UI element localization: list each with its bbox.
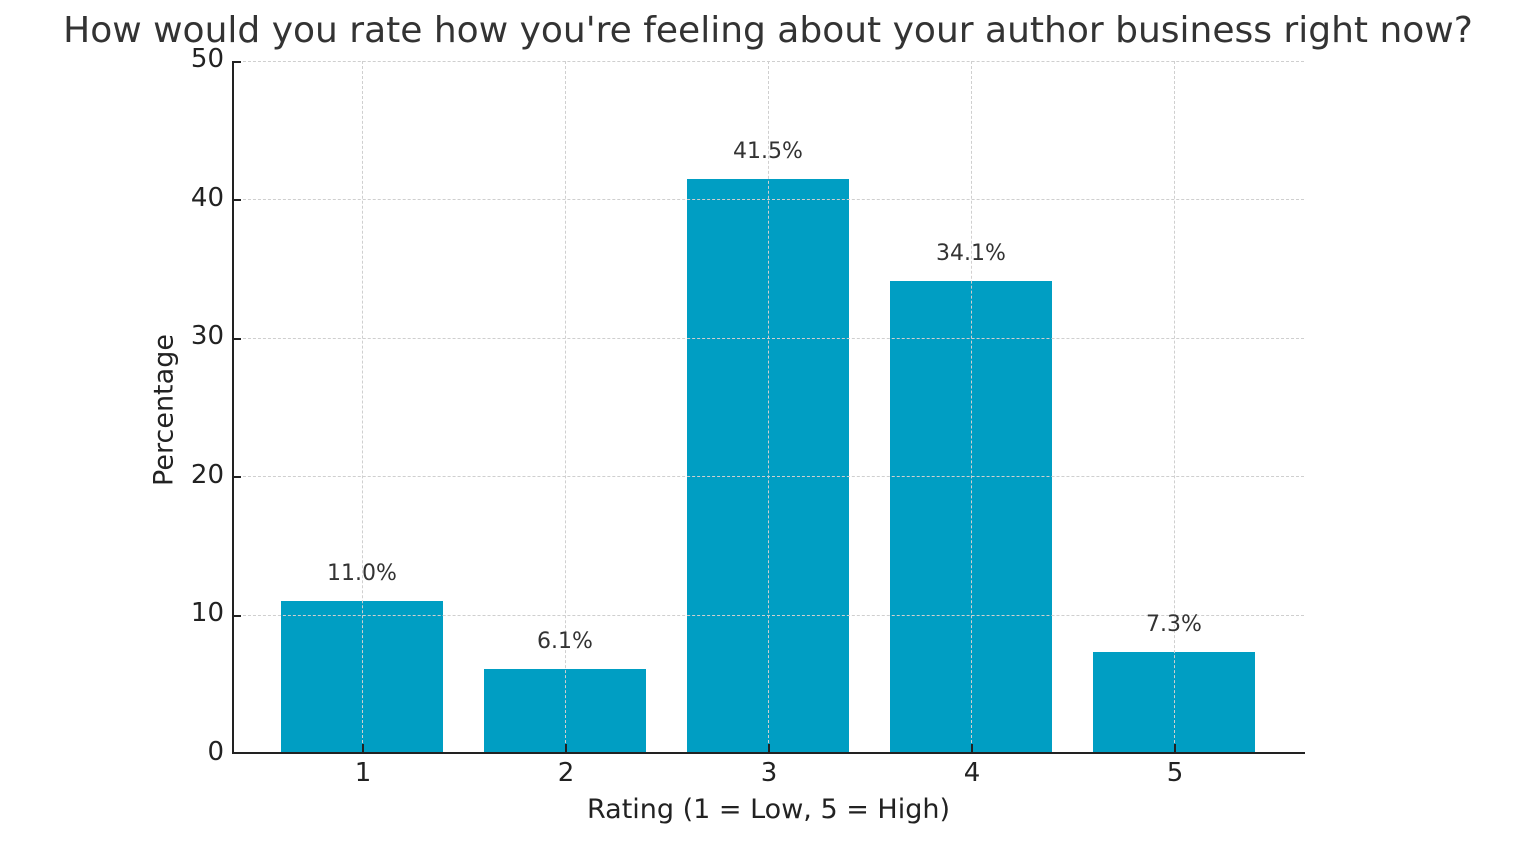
x-axis-label: Rating (1 = Low, 5 = High) — [586, 794, 951, 825]
y-tick-label: 50 — [190, 44, 224, 74]
x-axis-line — [232, 752, 1305, 754]
y-tick-label: 0 — [207, 737, 224, 767]
y-tick-mark — [233, 61, 241, 63]
gridline-x-5 — [1174, 61, 1175, 753]
y-tick-label: 40 — [190, 183, 224, 213]
y-tick-mark — [233, 476, 241, 479]
x-tick-mark — [565, 744, 567, 752]
x-tick-mark — [1174, 744, 1176, 752]
chart-title: How would you rate how you're feeling ab… — [63, 10, 1473, 51]
x-tick-label: 3 — [760, 758, 778, 788]
x-tick-label: 4 — [963, 758, 981, 788]
y-tick-mark — [233, 199, 241, 202]
gridline-x-2 — [565, 61, 566, 753]
y-tick-label: 10 — [190, 598, 224, 628]
x-tick-mark — [768, 744, 770, 752]
bar-value-label: 6.1% — [537, 628, 593, 654]
x-tick-label: 5 — [1166, 758, 1184, 788]
x-tick-label: 1 — [354, 758, 372, 788]
bar-value-label: 7.3% — [1146, 611, 1202, 637]
y-axis-label: Percentage — [148, 334, 180, 486]
gridline-x-3 — [768, 61, 769, 753]
y-tick-label: 20 — [190, 460, 224, 490]
bar-value-label: 41.5% — [733, 138, 803, 164]
plot-area: 11.0% 6.1% 41.5% 34.1% 7.3% — [233, 61, 1304, 753]
bar-value-label: 11.0% — [327, 560, 397, 586]
gridline-x-1 — [362, 61, 363, 753]
y-tick-mark — [233, 337, 241, 340]
x-tick-mark — [971, 744, 973, 752]
bar-value-label: 34.1% — [936, 241, 1006, 267]
gridline-x-4 — [971, 61, 972, 753]
x-tick-mark — [362, 744, 364, 752]
y-axis-line — [232, 61, 234, 754]
y-tick-label: 30 — [190, 321, 224, 351]
x-tick-label: 2 — [557, 758, 575, 788]
y-tick-mark — [233, 614, 241, 617]
